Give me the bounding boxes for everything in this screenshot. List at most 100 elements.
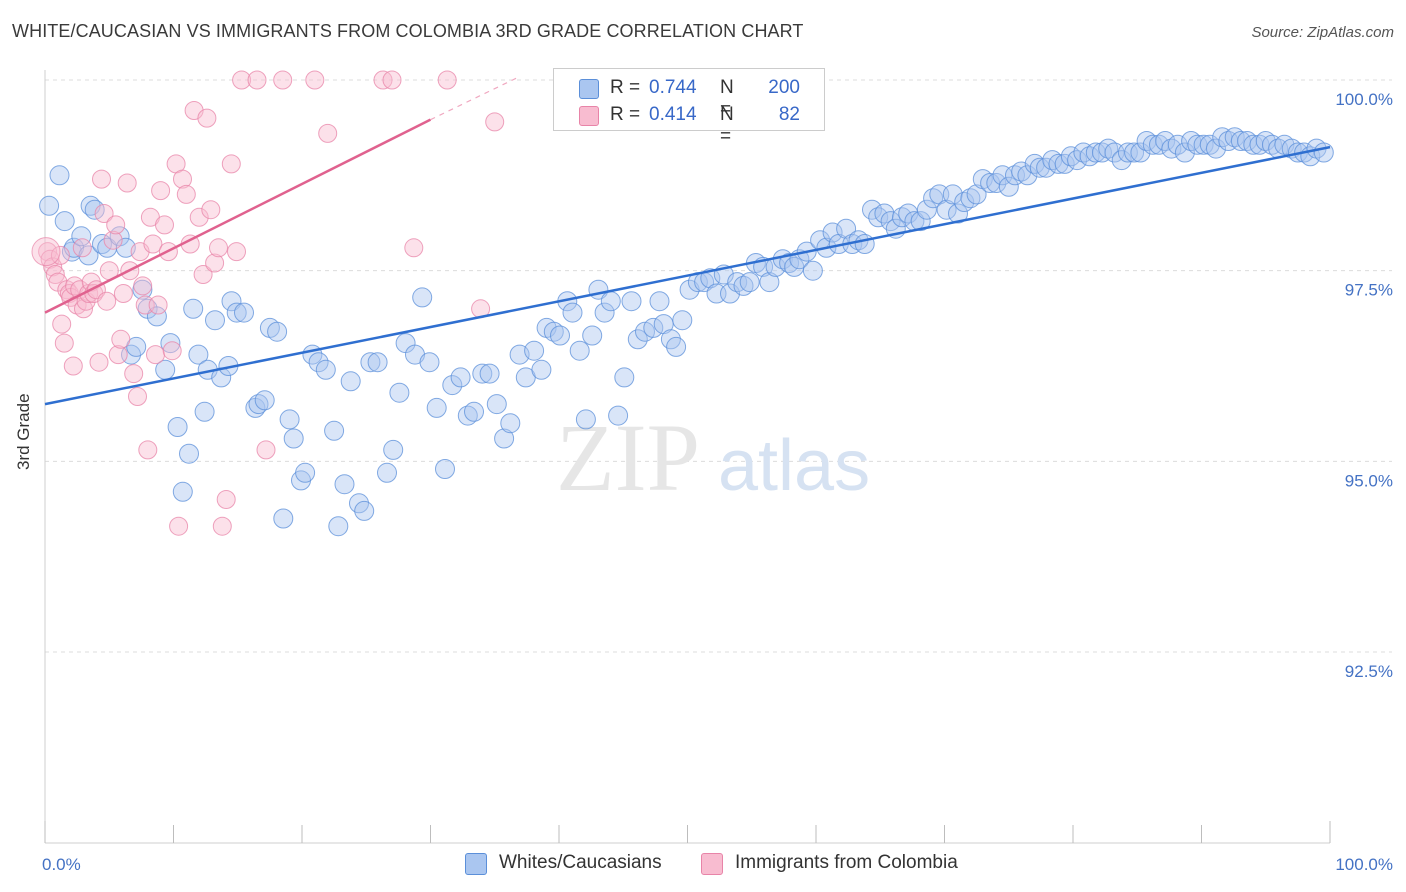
x-tick-label: 100.0%: [1335, 855, 1393, 874]
point-colombia: [135, 295, 155, 315]
legend-n-value: 82: [778, 104, 800, 125]
watermark-atlas: atlas: [718, 426, 870, 506]
point-colombia: [173, 169, 192, 189]
point-colombia: [45, 265, 65, 284]
point-whites: [54, 211, 75, 232]
point-whites: [954, 192, 975, 212]
point-whites: [1174, 142, 1195, 163]
point-whites: [569, 340, 590, 361]
point-whites: [267, 321, 288, 342]
point-whites: [1161, 138, 1182, 159]
point-whites: [377, 462, 397, 483]
point-whites: [910, 211, 931, 232]
point-whites: [802, 260, 823, 281]
point-whites: [442, 375, 463, 396]
point-whites: [1206, 138, 1226, 159]
point-whites: [334, 474, 355, 495]
point-whites: [315, 359, 336, 380]
point-colombia: [151, 181, 171, 201]
point-whites: [923, 188, 944, 209]
point-colombia: [437, 70, 457, 90]
point-whites: [61, 241, 82, 262]
point-colombia: [162, 341, 182, 361]
legend-swatch-whites: [579, 79, 599, 99]
point-colombia: [92, 169, 111, 189]
point-whites: [700, 268, 721, 289]
point-whites: [550, 325, 570, 346]
point-colombia: [40, 249, 60, 269]
point-colombia: [382, 70, 402, 90]
point-whites: [479, 363, 500, 384]
point-whites: [562, 302, 583, 323]
point-colombia: [193, 265, 213, 284]
point-colombia: [232, 70, 252, 90]
legend-swatch-colombia: [701, 853, 723, 875]
point-colombia: [50, 245, 70, 265]
point-colombia: [209, 238, 228, 258]
point-whites: [524, 340, 545, 361]
point-whites: [273, 508, 294, 529]
point-colombia: [128, 387, 147, 406]
point-whites: [383, 439, 404, 460]
point-colombia: [43, 257, 63, 277]
point-colombia: [106, 215, 126, 235]
point-colombia: [212, 516, 232, 536]
point-whites: [836, 218, 857, 239]
point-whites: [543, 321, 564, 342]
tick-labels: 92.5% 95.0% 97.5% 100.0% 0.0% 100.0%: [42, 90, 1393, 874]
point-whites: [739, 272, 760, 293]
legend-r-label: R =: [610, 77, 641, 98]
chart-title: WHITE/CAUCASIAN VS IMMIGRANTS FROM COLOM…: [12, 21, 804, 41]
point-whites: [868, 207, 889, 228]
point-whites: [486, 394, 507, 415]
point-colombia: [38, 242, 58, 262]
point-whites: [234, 302, 254, 323]
point-whites: [172, 481, 193, 502]
legend-r-value: 0.744: [649, 77, 697, 98]
point-whites: [948, 203, 968, 224]
point-colombia: [305, 70, 325, 90]
point-whites: [575, 409, 596, 430]
point-whites: [822, 222, 843, 243]
point-whites: [594, 302, 615, 323]
point-colombia: [138, 440, 158, 460]
point-whites: [1017, 165, 1038, 186]
point-colombia: [221, 154, 241, 174]
point-whites: [283, 428, 304, 449]
point-colombia: [117, 173, 137, 193]
point-whites: [614, 367, 635, 388]
point-whites: [1193, 134, 1214, 155]
legend-swatch-whites: [465, 853, 487, 875]
point-colombia: [256, 440, 276, 460]
point-colombia: [273, 70, 293, 90]
source-label: Source: ZipAtlas.com: [1251, 24, 1394, 41]
trend-line-whites: [44, 145, 1331, 406]
point-whites: [759, 272, 780, 293]
point-whites: [279, 409, 300, 430]
point-whites: [160, 333, 181, 354]
point-whites: [1079, 146, 1100, 167]
point-whites: [126, 336, 147, 357]
point-colombia: [94, 204, 114, 223]
point-whites: [1005, 165, 1025, 186]
point-whites: [84, 199, 105, 220]
point-whites: [435, 459, 455, 479]
point-whites: [500, 413, 521, 434]
trend-lines: [44, 75, 1331, 406]
point-colombia: [404, 238, 424, 258]
point-whites: [600, 291, 621, 312]
point-colombia: [63, 356, 83, 376]
point-colombia-large: [31, 237, 61, 267]
point-whites: [1313, 142, 1334, 163]
legend-r-label: R =: [610, 104, 641, 125]
watermark: ZIP atlas: [556, 404, 870, 511]
point-whites: [360, 352, 381, 373]
point-whites: [960, 188, 981, 209]
point-colombia: [155, 215, 174, 235]
point-colombia: [485, 112, 505, 132]
point-whites: [966, 184, 987, 205]
data-points: [31, 70, 1334, 537]
series-colombia: [38, 70, 505, 536]
trend-line-colombia: [44, 118, 432, 314]
